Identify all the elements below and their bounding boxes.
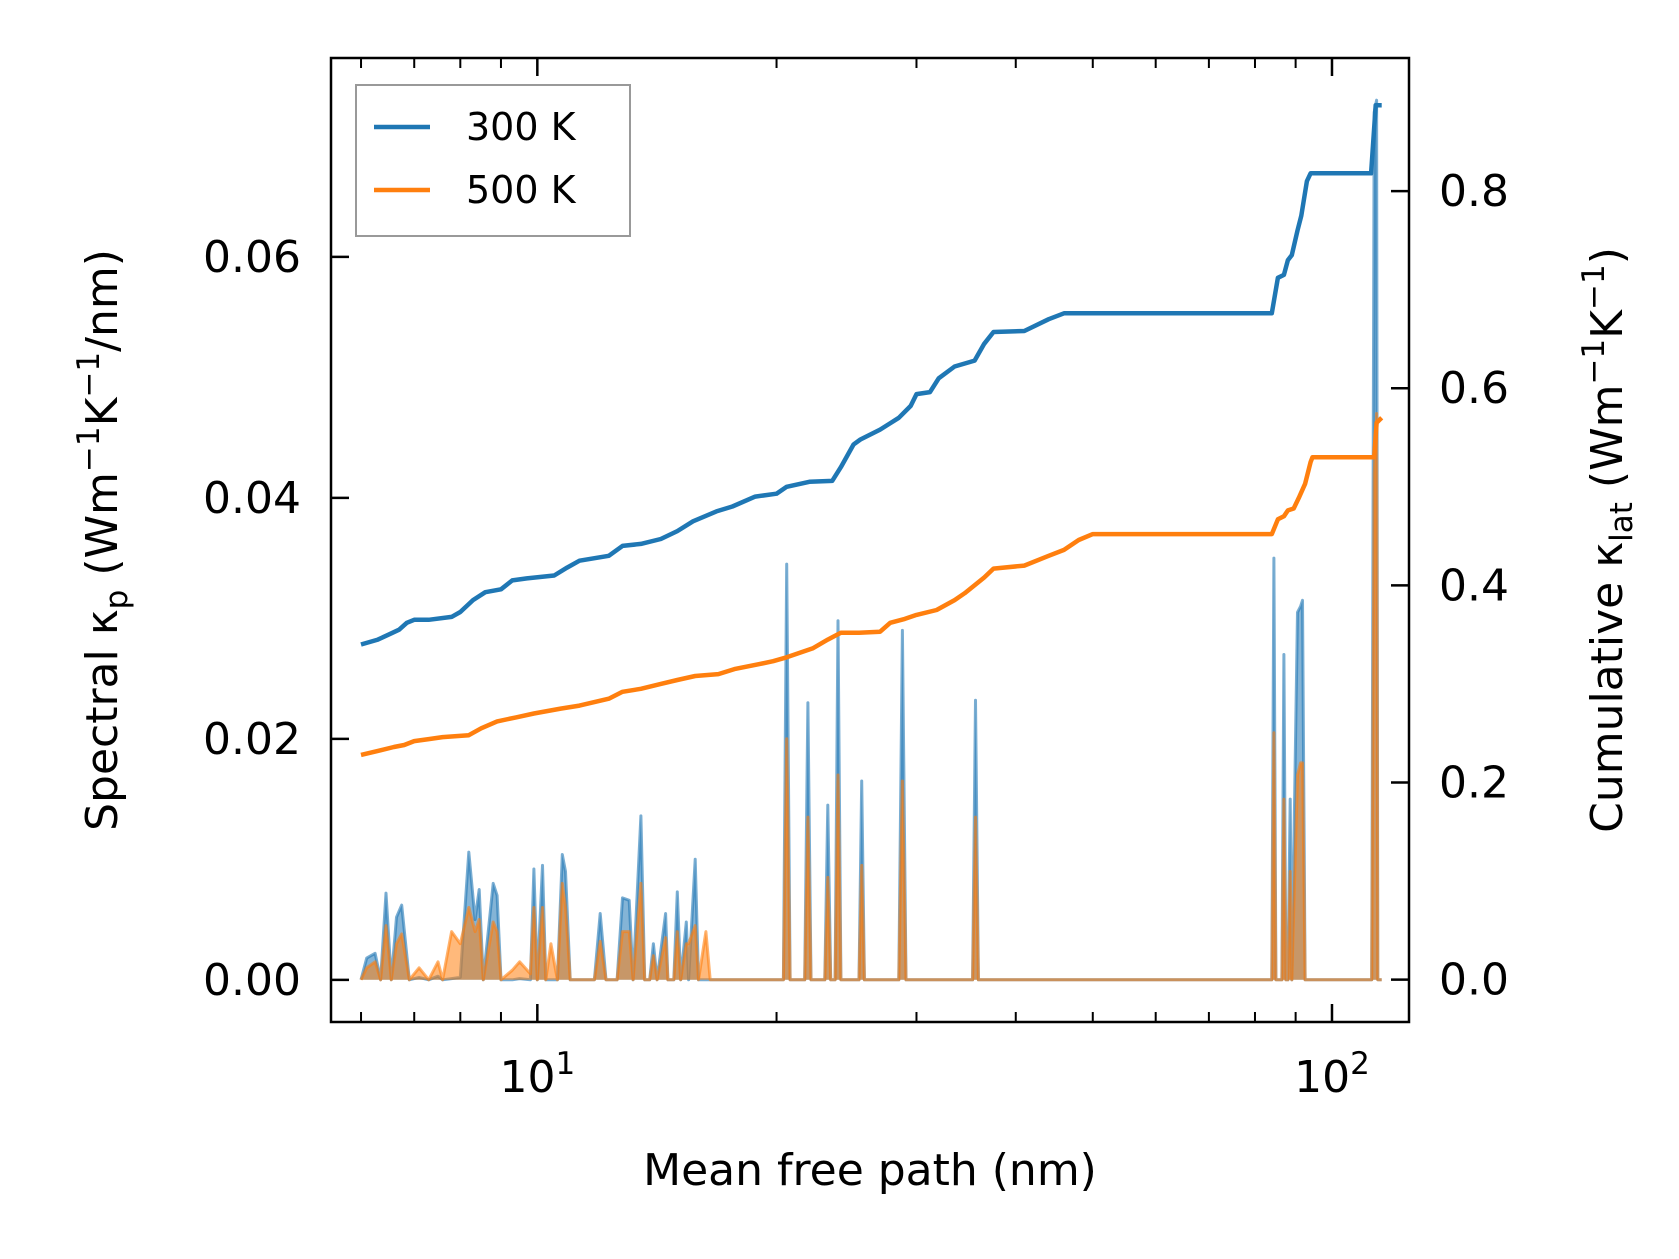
right-y-axis-label-prefix: Cumulative κ — [1582, 542, 1633, 833]
right-y-tick-label: 0.2 — [1439, 757, 1509, 808]
right-y-axis-label-exponent-1: −1 — [1576, 339, 1612, 385]
right-y-axis-label-subscript: lat — [1604, 502, 1640, 542]
plot-frame — [329, 56, 1411, 1024]
x-tick-label: 101 — [499, 1046, 575, 1103]
left-y-tick-label: 0.02 — [203, 714, 301, 765]
left-y-axis-label-exponent-2: −1 — [71, 352, 107, 398]
right-y-axis-label-exponent-2: −1 — [1576, 264, 1612, 310]
cumulative-line-500k — [360, 416, 1384, 758]
right-y-axis-label: Cumulative κlat (Wm−1K−1) — [1576, 247, 1640, 833]
left-y-tick-label: 0.06 — [203, 232, 301, 283]
x-tick-label: 102 — [1294, 1046, 1370, 1103]
spectral-line-500k — [359, 412, 1382, 982]
legend: 300 K 500 K — [355, 84, 631, 237]
right-y-tick-label: 0.4 — [1439, 560, 1509, 611]
right-y-tick-label: 0.6 — [1439, 363, 1509, 414]
left-y-tick-label: 0.04 — [203, 473, 301, 524]
left-y-axis-label-unit-close: /nm) — [77, 249, 128, 352]
left-y-axis-label-exponent-1: −1 — [71, 426, 107, 472]
x-axis-label: Mean free path (nm) — [643, 1145, 1097, 1196]
cumulative-line-300k — [360, 103, 1382, 647]
right-y-tick-label: 0.8 — [1439, 166, 1509, 217]
left-y-axis-label-subscript: p — [99, 590, 135, 610]
x-tick-exponent: 1 — [555, 1046, 575, 1082]
left-y-tick-label: 0.00 — [203, 955, 301, 1006]
left-y-axis-label-unit-mid: K — [77, 396, 128, 426]
legend-label-300k: 300 K — [466, 105, 577, 149]
left-y-axis-label-prefix: Spectral κ — [77, 609, 128, 831]
right-y-tick-label: 0.0 — [1439, 955, 1509, 1006]
right-y-axis-label-unit-close: ) — [1582, 247, 1633, 264]
left-y-axis-label: Spectral κp (Wm−1K−1/nm) — [71, 249, 135, 831]
legend-label-500k: 500 K — [466, 168, 577, 212]
left-y-axis-label-unit-open: (Wm — [77, 472, 128, 590]
x-tick-exponent: 2 — [1350, 1046, 1370, 1082]
x-tick-base: 10 — [499, 1052, 555, 1103]
right-y-axis-label-unit-open: (Wm — [1582, 385, 1633, 503]
right-y-axis-label-unit-mid: K — [1582, 309, 1633, 339]
legend-frame — [355, 84, 631, 237]
x-tick-base: 10 — [1294, 1052, 1350, 1103]
